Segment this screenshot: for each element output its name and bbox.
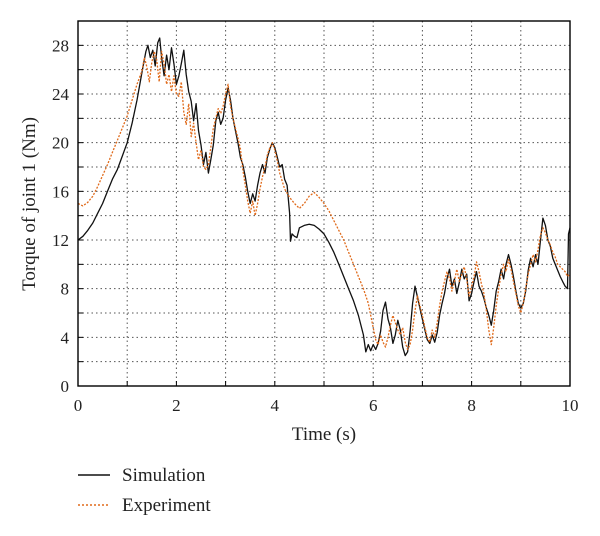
legend: Simulation Experiment [78,465,211,516]
y-tick-label: 16 [52,182,69,201]
x-tick-label: 4 [271,396,280,415]
series-line-simulation [77,37,571,357]
x-tick-label: 0 [74,396,83,415]
x-tick-label: 2 [172,396,181,415]
y-tick-label: 8 [61,280,70,299]
legend-label-experiment: Experiment [122,495,211,516]
y-tick-label: 0 [61,377,70,396]
x-tick-label: 8 [467,396,476,415]
y-axis-label: Torque of joint 1 (Nm) [19,117,40,291]
y-tick-label: 4 [61,328,70,347]
y-tick-label: 24 [52,85,70,104]
y-tick-label: 28 [52,36,69,55]
x-tick-label: 6 [369,396,378,415]
plot-lines [77,37,571,357]
y-tick-label: 12 [52,231,69,250]
grid [78,21,570,386]
y-tick-label: 20 [52,134,69,153]
axis-ticks [77,20,571,387]
series-line-experiment [77,50,571,351]
x-tick-label: 10 [562,396,579,415]
legend-label-simulation: Simulation [122,465,206,486]
x-axis-label: Time (s) [292,424,356,445]
